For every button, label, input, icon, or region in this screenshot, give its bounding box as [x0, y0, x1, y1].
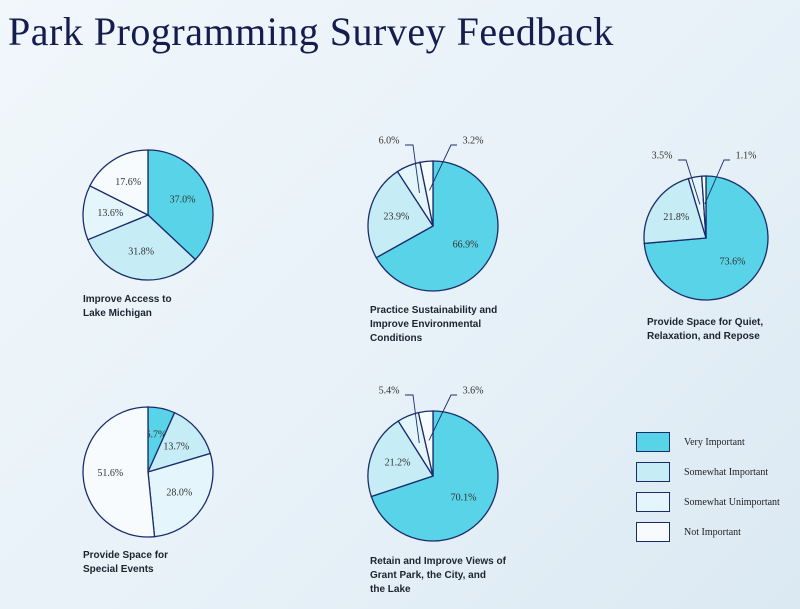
slice-leader-line	[405, 144, 420, 193]
slice-value-label: 31.8%	[128, 246, 154, 257]
slice-value-label: 23.9%	[383, 211, 409, 222]
legend: Very Important Somewhat Important Somewh…	[636, 427, 780, 547]
slice-value-label: 13.6%	[97, 208, 123, 219]
legend-label: Not Important	[684, 526, 741, 538]
chart-caption-events: Provide Space for Special Events	[83, 550, 169, 575]
legend-item-somewhat-unimportant: Somewhat Unimportant	[636, 487, 780, 517]
slice-leader-line	[429, 144, 457, 191]
slice-value-label: 6.7%	[145, 429, 166, 440]
slice-value-label: 73.6%	[720, 257, 746, 268]
slice-value-label: 37.0%	[170, 194, 196, 205]
legend-swatch-somewhat-unimportant	[636, 492, 670, 512]
pie-slice-not-important	[417, 410, 434, 477]
pie-slice-somewhat-unimportant	[147, 452, 214, 538]
legend-label: Somewhat Important	[684, 466, 769, 478]
pie-slice-somewhat-unimportant	[82, 184, 150, 241]
legend-label: Very Important	[684, 436, 745, 448]
page-title: Park Programming Survey Feedback	[8, 9, 614, 54]
pie-slice-not-important	[419, 160, 434, 227]
chart-caption-access: Improve Access to Lake Michigan	[83, 294, 172, 319]
slice-value-label: 28.0%	[166, 487, 192, 498]
pie-slice-very-important	[147, 149, 214, 261]
legend-swatch-somewhat-important	[636, 462, 670, 482]
legend-swatch-not-important	[636, 522, 670, 542]
slice-value-label: 51.6%	[97, 468, 123, 479]
slice-value-label: 17.6%	[115, 177, 141, 188]
legend-label: Somewhat Unimportant	[684, 496, 780, 508]
chart-caption-sustainability: Practice Sustainability and Improve Envi…	[370, 305, 498, 344]
slice-value-label: 70.1%	[451, 492, 477, 503]
slice-leader-line	[678, 159, 701, 205]
legend-item-very-important: Very Important	[636, 427, 780, 457]
pie-slice-somewhat-important	[643, 177, 707, 245]
pie-slice-very-important	[375, 160, 499, 292]
pie-slice-not-important	[701, 175, 707, 239]
pie-slice-somewhat-important	[87, 214, 197, 281]
legend-item-not-important: Not Important	[636, 517, 780, 547]
slice-value-label: 6.0%	[379, 135, 400, 146]
pie-slice-somewhat-important	[367, 170, 434, 259]
slice-leader-line	[428, 394, 457, 441]
slice-value-label: 5.4%	[379, 385, 400, 396]
slice-value-label: 21.8%	[663, 212, 689, 223]
slice-value-label: 3.6%	[463, 385, 484, 396]
slice-value-label: 13.7%	[163, 441, 189, 452]
legend-item-somewhat-important: Somewhat Important	[636, 457, 780, 487]
chart-caption-views: Retain and Improve Views of Grant Park, …	[370, 556, 506, 595]
pie-slice-not-important	[89, 149, 149, 217]
pie-slice-very-important	[370, 410, 499, 542]
slice-leader-line	[704, 159, 730, 205]
pie-slice-somewhat-important	[146, 411, 212, 474]
slice-value-label: 21.2%	[385, 458, 411, 469]
slice-value-label: 3.2%	[463, 135, 484, 146]
pie-slice-not-important	[82, 406, 156, 538]
slice-value-label: 1.1%	[736, 150, 757, 161]
slice-value-label: 66.9%	[453, 239, 479, 250]
slice-value-label: 3.5%	[652, 150, 673, 161]
legend-swatch-very-important	[636, 432, 670, 452]
slice-leader-line	[405, 394, 420, 444]
chart-caption-quiet: Provide Space for Quiet, Relaxation, and…	[647, 317, 764, 342]
pie-slice-somewhat-important	[367, 420, 434, 498]
